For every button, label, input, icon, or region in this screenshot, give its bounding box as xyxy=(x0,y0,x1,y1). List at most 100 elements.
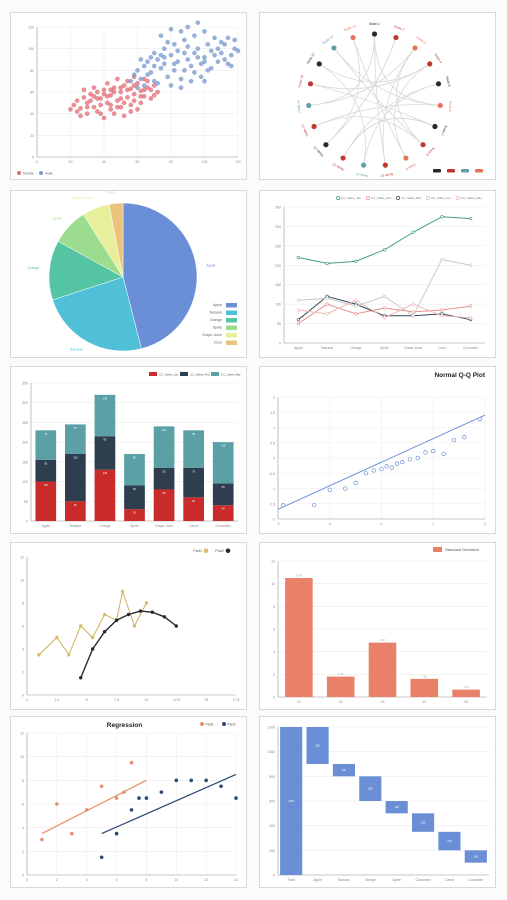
waterfall-bar xyxy=(411,813,435,832)
regression-panel: Regression 0 2 4 6 8 10 12 0 2 4 6 8 10 12 14 Part1 Part2 xyxy=(10,716,247,888)
data-point-male xyxy=(212,52,217,58)
x-tick-label: 14 xyxy=(234,878,238,882)
x-tick-label: Orange xyxy=(99,524,110,528)
series-point xyxy=(126,612,131,617)
data-point-female xyxy=(108,107,113,112)
qq-point xyxy=(384,464,389,469)
legend-swatch xyxy=(226,318,237,323)
bar-value-label: 130 xyxy=(103,471,108,475)
x-tick-label: Banana xyxy=(321,346,333,350)
data-point-female xyxy=(81,87,87,93)
series-point xyxy=(411,314,415,318)
x-tick-label: 0 xyxy=(36,160,38,164)
data-point-female xyxy=(108,87,113,93)
legend-swatch xyxy=(39,171,43,175)
data-point-male xyxy=(185,57,191,62)
data-point-female xyxy=(138,94,144,99)
data-point-male xyxy=(198,61,204,67)
bar-value-label: 300 xyxy=(315,744,320,748)
chart-svg: Apple Banana Orange Sprite Grape-Juice Coco Ap… xyxy=(27,191,237,352)
x-tick-label: 17.5 xyxy=(233,698,240,702)
chord-node xyxy=(437,102,443,109)
chord-panel: Node-1 Node-2 Node-3 Node-4 Node-5 Node-6 Node… xyxy=(259,12,496,180)
series-point xyxy=(162,615,167,619)
waterfall-bar xyxy=(438,831,461,851)
series-point xyxy=(296,321,300,326)
series-point xyxy=(354,312,358,316)
data-point-Part2 xyxy=(234,796,238,800)
data-point-Part1 xyxy=(55,802,59,806)
y-tick-label: 100 xyxy=(22,480,28,484)
x-tick-label: 2.5 xyxy=(54,698,59,702)
data-point-Part2 xyxy=(129,808,134,812)
series-point xyxy=(382,306,387,310)
bar-value-label: 150 xyxy=(447,839,452,843)
x-tick-label: 80 xyxy=(169,160,173,164)
data-point-female xyxy=(145,85,150,90)
bar-value-label: 100 xyxy=(474,855,479,859)
x-tick-label: 12 xyxy=(204,878,208,882)
legend-label: CC_Sales_Feb xyxy=(371,196,392,200)
y-tick-label: 2 xyxy=(273,673,275,677)
data-point-male xyxy=(165,74,170,80)
data-point-Part2 xyxy=(137,796,141,800)
bar-segment-CC_Sales_Mar xyxy=(65,424,86,454)
bar-value-label: 1.60 xyxy=(422,674,428,678)
bar-value-label: 75 xyxy=(74,426,77,430)
x-tick-label: 10 xyxy=(174,878,178,882)
y-tick-label: 200 xyxy=(22,441,28,445)
data-point-male xyxy=(151,78,157,84)
data-point-male xyxy=(208,48,214,54)
data-point-male xyxy=(172,68,177,73)
series-point xyxy=(440,314,444,318)
series-point xyxy=(55,635,59,640)
data-point-female xyxy=(84,111,90,116)
data-point-male xyxy=(155,57,160,62)
legend-label: CC_Sales_Jan xyxy=(159,373,179,377)
chart-svg: 0 50 100 150 200 250 300 350 Apple Banana Orange Sp… xyxy=(275,196,485,350)
y-tick-label: 1 xyxy=(273,426,275,430)
series-point xyxy=(296,308,300,312)
bar-segment-CC_Sales_Jan xyxy=(65,501,86,521)
legend-swatch xyxy=(222,722,226,726)
data-point-male xyxy=(135,68,140,73)
data-point-male xyxy=(178,85,184,90)
x-tick-label: 2 xyxy=(484,522,486,526)
data-point-male xyxy=(178,76,184,82)
data-point-female xyxy=(155,89,160,95)
x-tick-label: 10 xyxy=(144,698,148,702)
data-point-male xyxy=(185,24,191,30)
y-tick-label: 600 xyxy=(269,800,275,804)
bar-value-label: 100 xyxy=(395,805,400,809)
data-point-female xyxy=(128,109,134,114)
data-point-male xyxy=(145,72,150,77)
chord-link xyxy=(308,33,375,106)
waterfall-bar xyxy=(385,801,408,814)
data-point-female xyxy=(131,83,137,88)
y-tick-label: 20 xyxy=(30,134,34,138)
qq-point xyxy=(353,480,358,486)
data-point-male xyxy=(192,33,197,38)
bar-value-label: 105 xyxy=(103,396,108,400)
chord-node-label: Node-2 xyxy=(393,24,405,31)
data-point-Part2 xyxy=(114,831,119,836)
legend-label: CC_Sales_Apr xyxy=(431,196,451,200)
chord-link xyxy=(363,83,439,166)
data-point-male xyxy=(202,55,207,60)
std-dev-bar-panel: 0 2 4 6 8 10 12 V1 V2 V3 V4 V5 10.45 1.80 4.80 1.60 0.65… xyxy=(259,542,496,710)
chord-link xyxy=(313,116,424,145)
legend-label: Apple xyxy=(213,303,222,307)
bar-value-label: 75 xyxy=(192,469,195,473)
chord-node xyxy=(382,162,388,168)
series-point xyxy=(469,263,473,267)
chord-node xyxy=(420,142,426,148)
x-tick-label: Grape-Juice xyxy=(155,524,173,528)
chart-title: Regression xyxy=(107,722,142,729)
bar-segment-CC_Sales_Feb xyxy=(35,459,57,482)
chord-node xyxy=(393,34,399,41)
chart-svg: 0 2 4 6 8 10 12 V1 V2 V3 V4 V5 10.45 1.80 4.80 1.60 0.65… xyxy=(271,547,487,704)
data-point-male xyxy=(222,57,227,62)
data-point-male xyxy=(228,52,234,58)
data-point-female xyxy=(118,85,124,90)
y-tick-label: 80 xyxy=(30,69,34,73)
